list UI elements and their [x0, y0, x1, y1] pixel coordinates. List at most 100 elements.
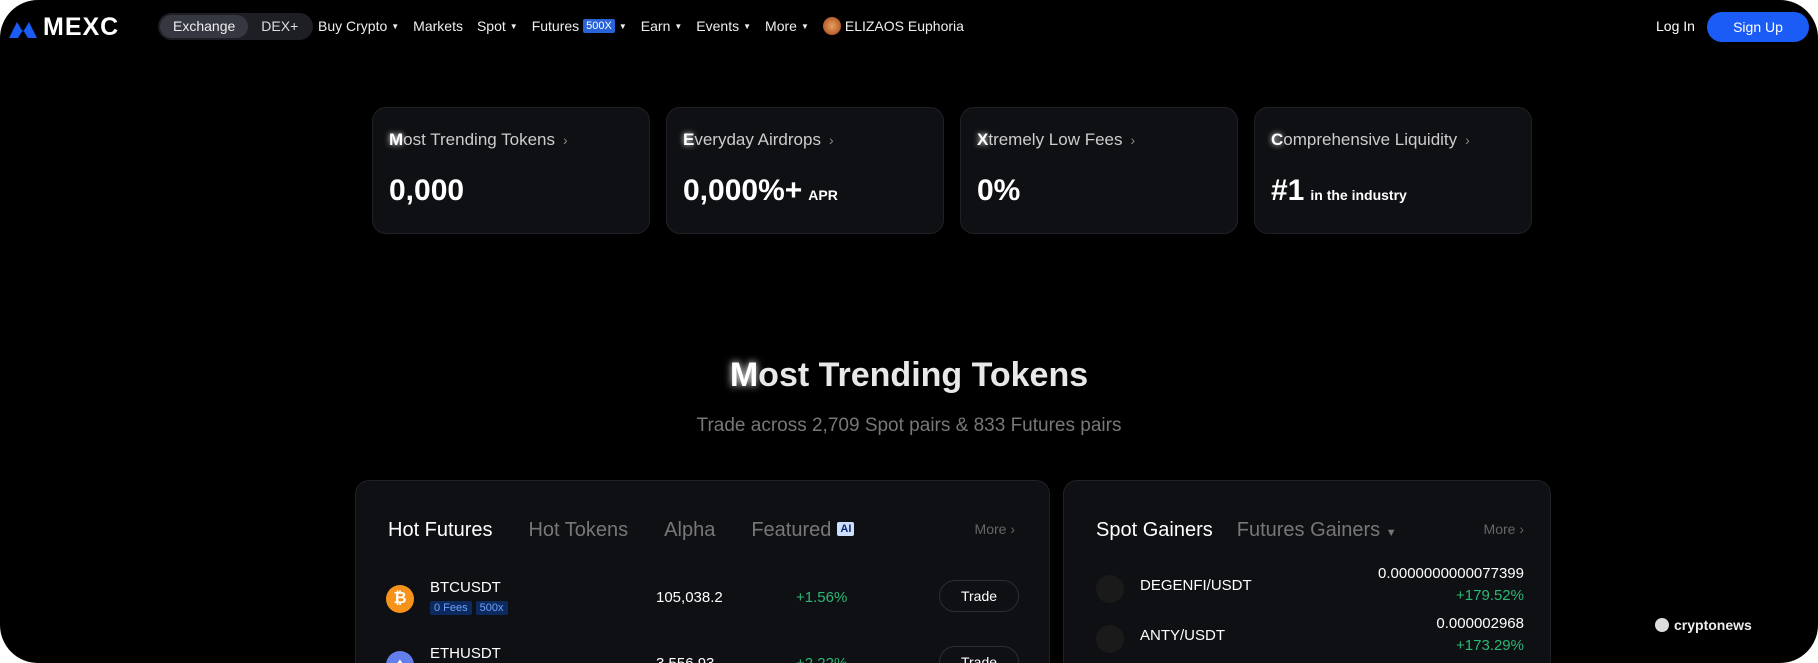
menu-label: Spot: [476, 18, 506, 34]
card-title: Everyday Airdrops ›: [683, 130, 927, 150]
symbol: ETHUSDT: [430, 645, 501, 662]
card-value: 0,000: [389, 174, 633, 208]
tab-featured[interactable]: Featured AI: [751, 519, 855, 542]
pair: ANTY/USDT: [1140, 627, 1226, 644]
section-title: Most Trending Tokens: [0, 356, 1818, 395]
caret-down-icon: ▼: [743, 21, 752, 31]
caret-down-icon: ▼: [391, 21, 400, 31]
title-initial: M: [729, 356, 759, 394]
more-link[interactable]: More ›: [1483, 521, 1524, 537]
menu-more[interactable]: More ▼: [765, 18, 809, 34]
menu-events[interactable]: Events ▼: [696, 18, 751, 34]
value: #1: [1271, 174, 1305, 207]
menu-earn[interactable]: Earn ▼: [641, 18, 683, 34]
price: 0.0000000000077399: [1378, 565, 1524, 582]
tab-futures-gainers[interactable]: Futures Gainers ▼: [1237, 519, 1397, 542]
menu-promo[interactable]: ELIZAOS Euphoria: [822, 17, 964, 35]
change: +173.29%: [1456, 637, 1524, 654]
menu-buy-crypto[interactable]: Buy Crypto ▼: [318, 18, 399, 34]
price: 105,038.2: [656, 589, 723, 606]
cryptonews-logo-icon: [1655, 618, 1669, 632]
trade-button[interactable]: Trade: [939, 580, 1019, 612]
degenfi-icon: [1096, 575, 1124, 603]
card-title: Xtremely Low Fees ›: [977, 130, 1221, 150]
card-value: #1 in the industry: [1271, 174, 1515, 208]
anty-icon: [1096, 625, 1124, 653]
menu-label: Earn: [640, 18, 671, 34]
card-airdrops[interactable]: Everyday Airdrops › 0,000%+ APR: [666, 107, 944, 234]
card-title-rest: omprehensive Liquidity: [1283, 130, 1458, 149]
dex-toggle[interactable]: DEX+: [261, 18, 299, 34]
chevron-right-icon: ›: [563, 132, 568, 148]
menu-label: More: [765, 18, 797, 34]
title-rest: ost Trending Tokens: [758, 356, 1089, 394]
symbol: BTCUSDT: [430, 579, 501, 596]
menu-label: Markets: [413, 18, 463, 34]
futures-badge: 500X: [583, 19, 615, 33]
value: 0,000%+: [683, 174, 803, 207]
caret-down-icon: ▼: [1385, 527, 1397, 539]
chevron-right-icon: ›: [1465, 132, 1470, 148]
card-fees[interactable]: Xtremely Low Fees › 0%: [960, 107, 1238, 234]
top-nav: MEXC Exchange DEX+ Buy Crypto ▼ Markets S…: [0, 0, 1818, 52]
card-title: Comprehensive Liquidity ›: [1271, 130, 1515, 150]
cryptonews-watermark: cryptonews: [1655, 617, 1752, 633]
card-value: 0,000%+ APR: [683, 174, 927, 208]
signup-button[interactable]: Sign Up: [1707, 12, 1809, 42]
menu-futures[interactable]: Futures 500X ▼: [532, 18, 627, 34]
change: +1.56%: [796, 589, 848, 606]
table-row[interactable]: ₿ BTCUSDT 0 Fees 500x 105,038.2 +1.56% Tr…: [386, 575, 1019, 625]
menu-spot[interactable]: Spot ▼: [477, 18, 518, 34]
main-menu: Buy Crypto ▼ Markets Spot ▼ Futures 500X ▼ E…: [318, 17, 964, 35]
chevron-right-icon: ›: [1130, 132, 1136, 148]
logo-text: MEXC: [43, 13, 120, 41]
card-title-rest: ost Trending Tokens: [403, 130, 556, 149]
section-subtitle: Trade across 2,709 Spot pairs & 833 Futu…: [696, 415, 1122, 436]
more-link[interactable]: More ›: [974, 521, 1015, 537]
menu-label: Futures: [531, 18, 580, 34]
price: 3,556.93: [656, 655, 714, 663]
panel-tabs: Hot Futures Hot Tokens Alpha Featured AI: [388, 519, 855, 542]
card-title-initial: C: [1271, 130, 1284, 149]
menu-markets[interactable]: Markets: [413, 18, 463, 34]
panel-tabs: Spot Gainers Futures Gainers ▼: [1096, 519, 1397, 542]
card-liquidity[interactable]: Comprehensive Liquidity › #1 in the industr…: [1254, 107, 1532, 234]
watermark-text: cryptonews: [1674, 617, 1752, 633]
menu-label: Buy Crypto: [318, 18, 388, 34]
menu-label: ELIZAOS Euphoria: [844, 18, 964, 34]
card-title-initial: X: [977, 130, 989, 149]
card-trending[interactable]: Most Trending Tokens › 0,000: [372, 107, 650, 234]
exchange-toggle[interactable]: Exchange: [160, 15, 249, 38]
tab-label: Featured: [751, 519, 832, 541]
mexc-logo-icon: [9, 21, 37, 38]
tab-alpha[interactable]: Alpha: [664, 519, 716, 541]
more-label: More: [974, 521, 1007, 537]
trade-button[interactable]: Trade: [939, 646, 1019, 663]
login-link[interactable]: Log In: [1656, 18, 1695, 34]
tab-hot-tokens[interactable]: Hot Tokens: [528, 519, 629, 541]
suffix: in the industry: [1310, 187, 1407, 203]
tags: 0 Fees 500x: [430, 601, 508, 615]
mexc-logo[interactable]: MEXC: [9, 13, 119, 42]
caret-down-icon: ▼: [618, 21, 627, 31]
list-item[interactable]: ANTY/USDT 0.000002968 +173.29%: [1096, 615, 1524, 663]
value: 0,000: [389, 174, 465, 207]
eth-icon: ♦: [386, 651, 414, 663]
tag: 500x: [475, 601, 508, 615]
card-title-rest: tremely Low Fees: [988, 130, 1123, 149]
tag: 0 Fees: [430, 601, 472, 615]
chevron-right-icon: ›: [828, 132, 834, 148]
exchange-dex-switch: Exchange DEX+: [158, 13, 314, 40]
suffix: APR: [808, 187, 838, 203]
hot-futures-panel: Hot Futures Hot Tokens Alpha Featured AI …: [355, 480, 1050, 663]
tab-spot-gainers[interactable]: Spot Gainers: [1096, 519, 1213, 541]
caret-down-icon: ▼: [674, 21, 683, 31]
gainers-panel: Spot Gainers Futures Gainers ▼ More › DE…: [1063, 480, 1551, 663]
table-row[interactable]: ♦ ETHUSDT 3,556.93 +2.22% Trade: [386, 641, 1019, 663]
value: 0%: [977, 174, 1021, 207]
tab-hot-futures[interactable]: Hot Futures: [388, 519, 493, 541]
change: +179.52%: [1456, 587, 1524, 604]
list-item[interactable]: DEGENFI/USDT 0.0000000000077399 +179.52%: [1096, 565, 1524, 615]
more-label: More: [1483, 521, 1516, 537]
card-title-rest: veryday Airdrops: [694, 130, 821, 149]
